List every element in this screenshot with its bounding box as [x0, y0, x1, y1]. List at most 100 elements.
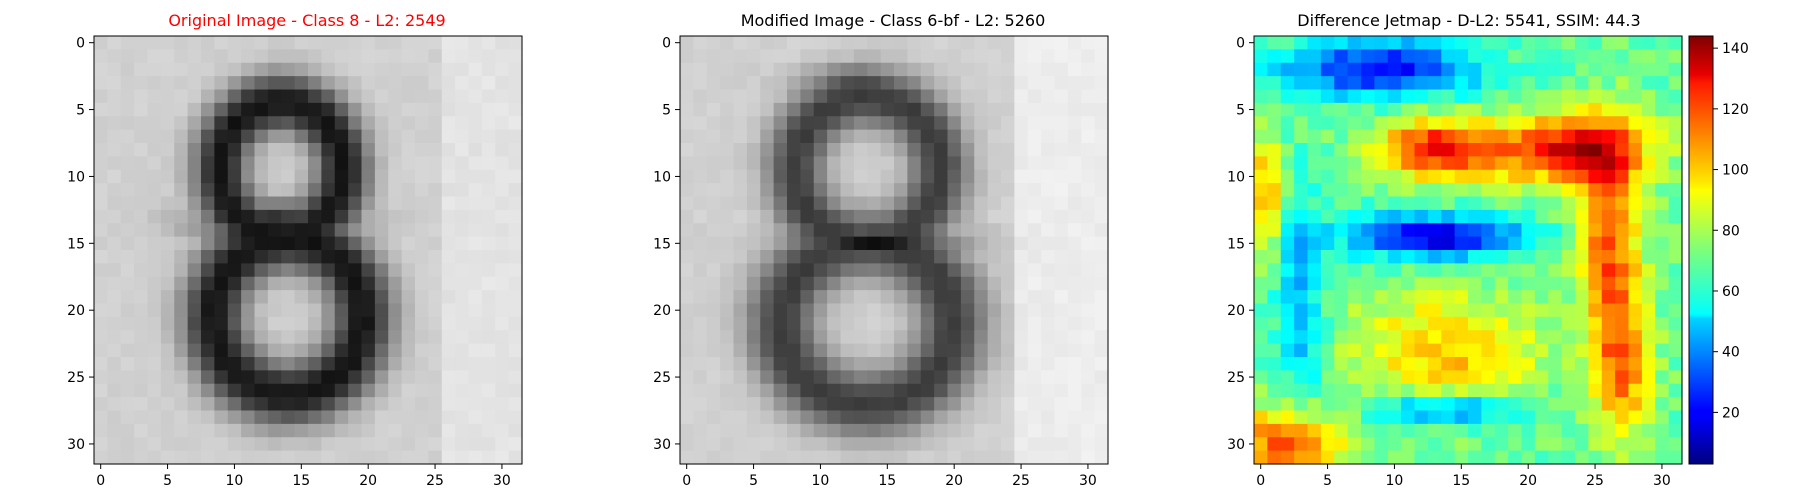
- heatmap-cell: [120, 156, 135, 171]
- heatmap-cell: [1561, 49, 1576, 64]
- heatmap-cell: [867, 250, 882, 264]
- heatmap-cell: [214, 183, 229, 198]
- heatmap-cell: [1334, 62, 1349, 77]
- heatmap-cell: [348, 423, 363, 438]
- heatmap-cell: [294, 330, 309, 345]
- heatmap-cell: [813, 450, 828, 465]
- heatmap-cell: [680, 450, 694, 465]
- heatmap-cell: [1267, 290, 1282, 305]
- heatmap-cell: [813, 263, 828, 278]
- heatmap-cell: [1361, 143, 1375, 157]
- heatmap-cell: [1401, 423, 1416, 438]
- heatmap-cell: [441, 236, 456, 251]
- heatmap-cell: [267, 143, 282, 157]
- heatmap-cell: [361, 290, 376, 305]
- heatmap-cell: [1361, 397, 1375, 412]
- heatmap-cell: [1601, 397, 1616, 412]
- heatmap-cell: [1628, 450, 1643, 465]
- heatmap-cell: [1374, 250, 1389, 264]
- heatmap-cell: [1601, 183, 1616, 198]
- heatmap-cell: [1414, 89, 1429, 104]
- heatmap-cell: [947, 343, 962, 358]
- heatmap-cell: [1387, 276, 1402, 291]
- heatmap-cell: [348, 236, 363, 251]
- heatmap-cell: [787, 236, 801, 251]
- heatmap-cell: [947, 357, 962, 371]
- heatmap-cell: [428, 397, 443, 412]
- heatmap-cell: [1267, 196, 1282, 211]
- heatmap-cell: [1575, 450, 1589, 465]
- heatmap-cell: [1468, 196, 1482, 211]
- heatmap-cell: [1334, 156, 1349, 171]
- heatmap-cell: [1054, 36, 1069, 50]
- heatmap-cell: [468, 276, 483, 291]
- heatmap-cell: [773, 49, 788, 64]
- heatmap-cell: [481, 330, 496, 345]
- heatmap-cell: [241, 397, 256, 412]
- heatmap-cell: [827, 450, 842, 465]
- heatmap-cell: [1067, 250, 1082, 264]
- heatmap-cell: [1601, 196, 1616, 211]
- heatmap-cell: [1548, 209, 1563, 224]
- heatmap-cell: [441, 196, 456, 211]
- heatmap-cell: [1067, 62, 1082, 77]
- heatmap-cell: [1508, 169, 1523, 184]
- heatmap-cell: [1041, 89, 1056, 104]
- heatmap-cell: [733, 169, 748, 184]
- heatmap-cell: [281, 343, 296, 358]
- heatmap-cell: [1334, 209, 1349, 224]
- heatmap-cell: [1001, 276, 1015, 291]
- heatmap-cell: [1387, 209, 1402, 224]
- heatmap-cell: [800, 290, 815, 305]
- heatmap-cell: [214, 36, 229, 50]
- heatmap-cell: [441, 169, 456, 184]
- heatmap-cell: [1655, 437, 1670, 452]
- heatmap-cell: [1054, 102, 1069, 117]
- heatmap-cell: [987, 156, 1002, 171]
- heatmap-cell: [254, 437, 269, 452]
- heatmap-cell: [1508, 102, 1523, 117]
- heatmap-cell: [481, 102, 496, 117]
- heatmap-cell: [1494, 183, 1509, 198]
- x-tick-label: 25: [1586, 473, 1604, 489]
- heatmap-cell: [1414, 156, 1429, 171]
- heatmap-cell: [495, 383, 510, 398]
- heatmap-cell: [1374, 343, 1389, 358]
- heatmap-cell: [94, 423, 108, 438]
- heatmap-cell: [1001, 169, 1015, 184]
- heatmap-cell: [1615, 143, 1630, 157]
- heatmap-cell: [947, 450, 962, 465]
- heatmap-cell: [441, 183, 456, 198]
- heatmap-cell: [348, 102, 363, 117]
- heatmap-cell: [1094, 183, 1109, 198]
- heatmap-cell: [840, 343, 855, 358]
- heatmap-cell: [787, 196, 801, 211]
- heatmap-cell: [1254, 36, 1268, 50]
- heatmap-cell: [1601, 236, 1616, 251]
- heatmap-cell: [441, 316, 456, 331]
- heatmap-cell: [1655, 370, 1670, 385]
- heatmap-cell: [1575, 196, 1589, 211]
- heatmap-cell: [1601, 156, 1616, 171]
- heatmap-cell: [894, 263, 908, 278]
- heatmap-cell: [214, 143, 229, 157]
- heatmap-cell: [960, 183, 975, 198]
- heatmap-cell: [388, 423, 403, 438]
- heatmap-cell: [1067, 209, 1082, 224]
- heatmap-cell: [867, 263, 882, 278]
- heatmap-cell: [773, 76, 788, 91]
- heatmap-cell: [987, 36, 1002, 50]
- heatmap-cell: [1481, 357, 1496, 371]
- heatmap-cell: [1588, 236, 1603, 251]
- heatmap-cell: [1334, 143, 1349, 157]
- heatmap-cell: [974, 49, 989, 64]
- heatmap-difference: [1254, 36, 1683, 465]
- heatmap-cell: [880, 156, 895, 171]
- heatmap-cell: [147, 209, 162, 224]
- heatmap-cell: [1575, 129, 1589, 144]
- heatmap-cell: [1628, 263, 1643, 278]
- heatmap-cell: [187, 410, 202, 425]
- heatmap-cell: [281, 290, 296, 305]
- heatmap-cell: [348, 290, 363, 305]
- heatmap-cell: [787, 410, 801, 425]
